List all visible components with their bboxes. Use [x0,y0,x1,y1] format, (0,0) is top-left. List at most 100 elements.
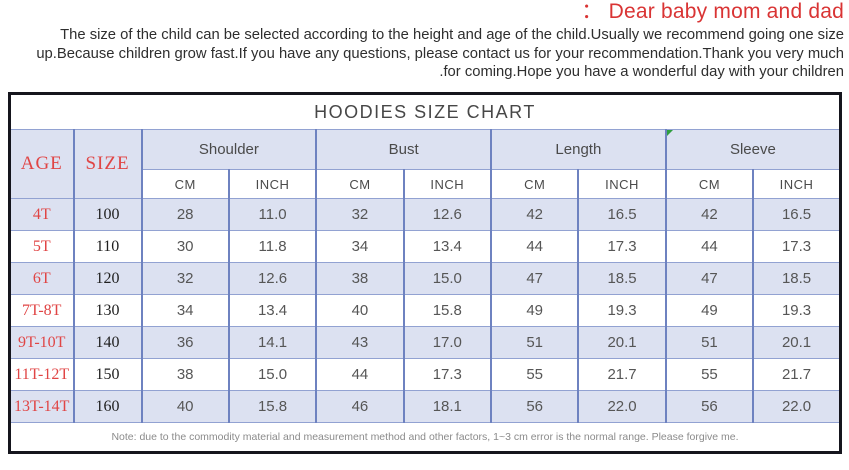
bust-inch-cell: 13.4 [402,230,493,263]
cell-corner-marker-icon [667,130,673,136]
group-header-length: Length [490,129,667,170]
unit-header-inch: INCH [752,169,842,199]
bust-cm-cell: 44 [315,358,405,391]
table-title-row: HOODIES SIZE CHART [8,93,842,130]
bust-cm-cell: 46 [315,390,405,423]
intro-line: up.Because children grow fast.If you hav… [36,45,844,62]
bust-cm-cell: 32 [315,198,405,231]
bust-inch-cell: 17.0 [402,326,493,359]
shoulder-inch-cell: 15.8 [227,390,318,423]
sleeve-inch-cell: 18.5 [752,262,842,295]
length-inch-cell: 21.7 [577,358,667,391]
size-cell: 160 [72,390,143,423]
bust-inch-cell: 15.0 [402,262,493,295]
age-column-header: AGE [8,129,75,199]
group-header-shoulder: Shoulder [140,129,318,170]
sleeve-cm-cell: 49 [664,294,755,327]
size-cell: 140 [72,326,143,359]
age-cell: 7T-8T [8,294,75,327]
length-cm-cell: 44 [489,230,580,263]
age-cell: 4T [8,198,75,231]
bust-inch-cell: 17.3 [402,358,493,391]
size-column-header: SIZE [72,129,143,199]
size-chart-table: HOODIES SIZE CHART AGE SIZE Shoulder Bus… [8,92,842,454]
sleeve-cm-cell: 44 [664,230,755,263]
bust-cm-cell: 38 [315,262,405,295]
length-inch-cell: 22.0 [577,390,667,423]
shoulder-cm-cell: 30 [140,230,230,263]
bust-cm-cell: 40 [315,294,405,327]
length-cm-cell: 56 [489,390,580,423]
length-inch-cell: 19.3 [577,294,667,327]
shoulder-inch-cell: 12.6 [227,262,318,295]
sleeve-inch-cell: 19.3 [752,294,842,327]
unit-header-cm: CM [489,169,580,199]
age-cell: 5T [8,230,75,263]
table-row: 13T-14T 160 40 15.8 46 18.1 56 22.0 56 2… [8,390,842,423]
length-inch-cell: 20.1 [577,326,667,359]
length-inch-cell: 16.5 [577,198,667,231]
bust-inch-cell: 18.1 [402,390,493,423]
table-row: 5T 110 30 11.8 34 13.4 44 17.3 44 17.3 [8,230,842,263]
sleeve-cm-cell: 42 [664,198,755,231]
sleeve-cm-cell: 55 [664,358,755,391]
sleeve-inch-cell: 16.5 [752,198,842,231]
shoulder-inch-cell: 15.0 [227,358,318,391]
group-header-bust: Bust [315,129,492,170]
shoulder-inch-cell: 13.4 [227,294,318,327]
length-cm-cell: 51 [489,326,580,359]
size-cell: 130 [72,294,143,327]
length-cm-cell: 55 [489,358,580,391]
table-row: 7T-8T 130 34 13.4 40 15.8 49 19.3 49 19.… [8,294,842,327]
bust-inch-cell: 15.8 [402,294,493,327]
shoulder-cm-cell: 36 [140,326,230,359]
shoulder-inch-cell: 14.1 [227,326,318,359]
shoulder-cm-cell: 32 [140,262,230,295]
unit-header-inch: INCH [402,169,493,199]
intro-line: The size of the child can be selected ac… [60,27,844,43]
group-header-sleeve-label: Sleeve [729,141,776,158]
table-title: HOODIES SIZE CHART [8,93,842,130]
length-cm-cell: 47 [489,262,580,295]
shoulder-cm-cell: 38 [140,358,230,391]
table-row: 4T 100 28 11.0 32 12.6 42 16.5 42 16.5 [8,198,842,231]
length-cm-cell: 42 [489,198,580,231]
sleeve-inch-cell: 22.0 [752,390,842,423]
table-row: 9T-10T 140 36 14.1 43 17.0 51 20.1 51 20… [8,326,842,359]
size-cell: 120 [72,262,143,295]
sleeve-inch-cell: 17.3 [752,230,842,263]
unit-header-cm: CM [140,169,230,199]
bust-cm-cell: 34 [315,230,405,263]
size-cell: 110 [72,230,143,263]
age-cell: 9T-10T [8,326,75,359]
intro-block: ： Dear baby mom and dad The size of the … [0,0,844,82]
table-group-header-row: AGE SIZE Shoulder Bust Length Sleeve [8,129,842,199]
greeting-heading: ： Dear baby mom and dad [581,0,844,23]
age-cell: 6T [8,262,75,295]
sleeve-cm-cell: 47 [664,262,755,295]
unit-header-inch: INCH [227,169,318,199]
shoulder-inch-cell: 11.8 [227,230,318,263]
shoulder-cm-cell: 34 [140,294,230,327]
length-inch-cell: 17.3 [577,230,667,263]
size-chart-container: HOODIES SIZE CHART AGE SIZE Shoulder Bus… [8,92,842,454]
unit-header-inch: INCH [577,169,667,199]
size-cell: 100 [72,198,143,231]
group-header-sleeve: Sleeve [664,129,842,170]
shoulder-cm-cell: 28 [140,198,230,231]
bust-inch-cell: 12.6 [402,198,493,231]
sleeve-inch-cell: 21.7 [752,358,842,391]
unit-header-cm: CM [664,169,755,199]
length-inch-cell: 18.5 [577,262,667,295]
age-cell: 11T-12T [8,358,75,391]
table-note: Note: due to the commodity material and … [8,422,842,453]
size-cell: 150 [72,358,143,391]
intro-line: .for coming.Hope you have a wonderful da… [439,64,844,81]
sleeve-inch-cell: 20.1 [752,326,842,359]
age-cell: 13T-14T [8,390,75,423]
table-row: 11T-12T 150 38 15.0 44 17.3 55 21.7 55 2… [8,358,842,391]
table-row: 6T 120 32 12.6 38 15.0 47 18.5 47 18.5 [8,262,842,295]
length-cm-cell: 49 [489,294,580,327]
bust-cm-cell: 43 [315,326,405,359]
